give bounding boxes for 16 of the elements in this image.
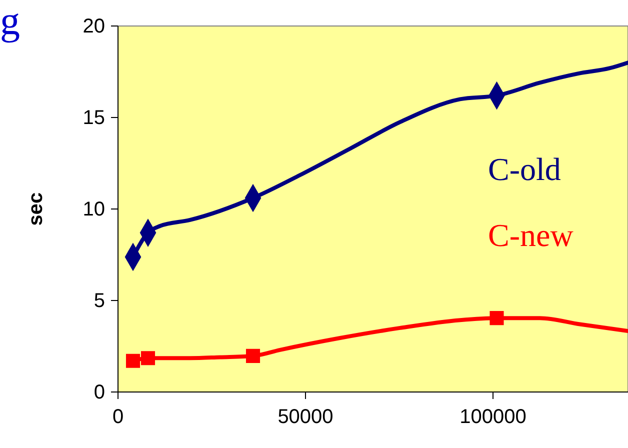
point bbox=[140, 351, 156, 366]
series-label: C-old bbox=[488, 151, 561, 187]
text: C-new bbox=[488, 217, 574, 253]
y-tick-label: 10 bbox=[82, 198, 105, 220]
point bbox=[126, 354, 140, 368]
x-tick-label: 50000 bbox=[278, 406, 334, 428]
y-tick-label: 20 bbox=[82, 15, 105, 38]
text: g bbox=[0, 0, 20, 43]
y-tick-label: 5 bbox=[94, 290, 105, 312]
point bbox=[490, 311, 504, 326]
y-tick-label: 15 bbox=[82, 106, 105, 129]
x-tick-label: 100000 bbox=[460, 406, 526, 428]
x-tick-label: 0 bbox=[112, 406, 124, 428]
y-axis-title: sec bbox=[25, 192, 47, 226]
y-tick-label: 0 bbox=[94, 381, 105, 404]
point bbox=[246, 348, 260, 363]
